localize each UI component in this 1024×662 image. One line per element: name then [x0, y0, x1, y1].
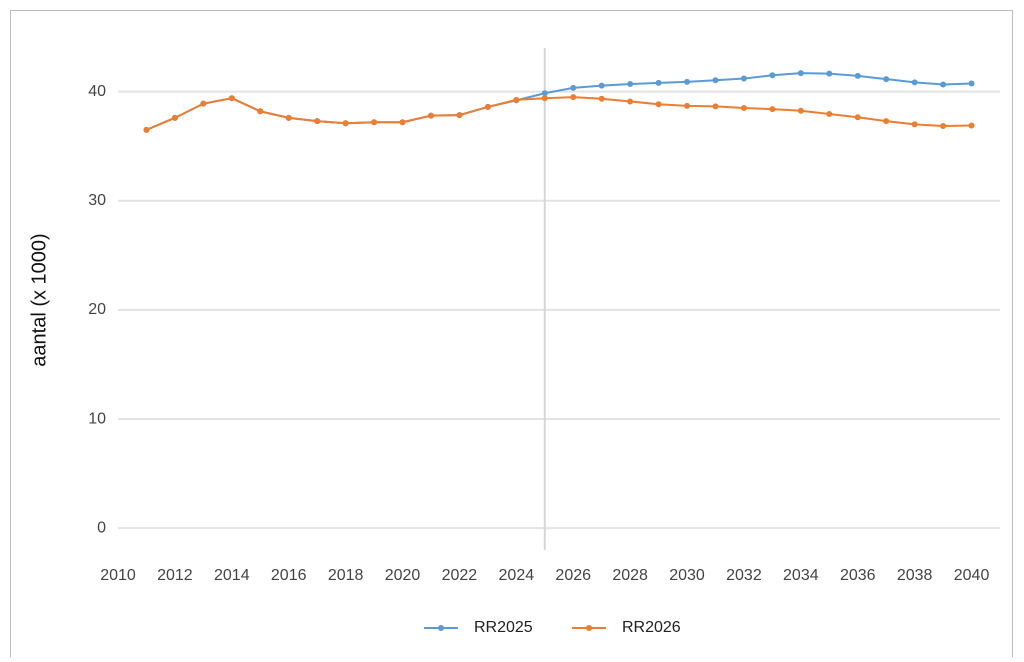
- data-point: [314, 118, 321, 125]
- x-tick-label: 2028: [612, 567, 648, 584]
- data-point: [911, 79, 918, 86]
- data-point: [769, 106, 776, 113]
- series-line: [146, 72, 972, 131]
- data-point: [541, 95, 548, 102]
- data-point: [712, 103, 719, 110]
- data-point: [143, 126, 150, 133]
- legend-label: RR2025: [474, 619, 533, 636]
- y-tick-label: 30: [88, 192, 106, 209]
- data-point: [684, 78, 691, 85]
- data-point: [940, 123, 947, 130]
- data-point: [883, 118, 890, 125]
- data-point: [342, 120, 349, 127]
- data-point: [371, 119, 378, 126]
- series-line: [146, 96, 972, 131]
- x-tick-label: 2026: [555, 567, 591, 584]
- x-tick-label: 2040: [954, 567, 990, 584]
- x-tick-label: 2010: [100, 567, 136, 584]
- x-tick-label: 2036: [840, 567, 876, 584]
- y-axis-label: aantal (x 1000): [28, 233, 50, 366]
- data-point: [684, 102, 691, 109]
- data-point: [797, 107, 804, 114]
- y-tick-label: 0: [97, 519, 106, 536]
- legend-dot: [438, 625, 444, 631]
- data-point: [627, 81, 634, 88]
- data-point: [171, 114, 178, 121]
- data-point: [740, 75, 747, 82]
- data-point: [399, 119, 406, 126]
- data-point: [541, 90, 548, 97]
- data-point: [228, 95, 235, 102]
- data-point: [712, 77, 719, 84]
- x-tick-label: 2018: [328, 567, 364, 584]
- data-point: [427, 112, 434, 119]
- data-point: [826, 111, 833, 118]
- data-point: [854, 114, 861, 121]
- data-point: [598, 82, 605, 89]
- x-tick-label: 2024: [499, 567, 535, 584]
- x-tick-label: 2014: [214, 567, 250, 584]
- data-point: [655, 101, 662, 108]
- data-point: [968, 122, 975, 129]
- x-tick-label: 2038: [897, 567, 933, 584]
- frame: [10, 10, 1013, 662]
- data-point: [655, 79, 662, 86]
- data-point: [797, 70, 804, 77]
- x-tick-label: 2012: [157, 567, 193, 584]
- data-point: [513, 96, 520, 103]
- y-tick-label: 20: [88, 301, 106, 318]
- data-point: [570, 94, 577, 101]
- data-point: [200, 100, 207, 107]
- data-point: [627, 98, 634, 105]
- data-point: [826, 70, 833, 77]
- data-point: [456, 112, 463, 119]
- x-tick-label: 2020: [385, 567, 421, 584]
- data-point: [769, 72, 776, 79]
- x-tick-label: 2032: [726, 567, 762, 584]
- data-point: [740, 105, 747, 112]
- data-point: [484, 103, 491, 110]
- y-tick-label: 10: [88, 410, 106, 427]
- data-point: [854, 72, 861, 79]
- y-tick-label: 40: [88, 83, 106, 100]
- data-point: [257, 108, 264, 115]
- legend-dot: [586, 625, 592, 631]
- data-point: [940, 81, 947, 88]
- data-point: [285, 114, 292, 121]
- data-point: [911, 121, 918, 128]
- x-tick-label: 2034: [783, 567, 819, 584]
- x-tick-label: 2016: [271, 567, 307, 584]
- data-point: [598, 95, 605, 102]
- data-point: [883, 76, 890, 83]
- data-point: [968, 80, 975, 87]
- x-tick-label: 2022: [442, 567, 478, 584]
- legend-label: RR2026: [622, 619, 681, 636]
- data-point: [570, 84, 577, 91]
- x-tick-label: 2030: [669, 567, 705, 584]
